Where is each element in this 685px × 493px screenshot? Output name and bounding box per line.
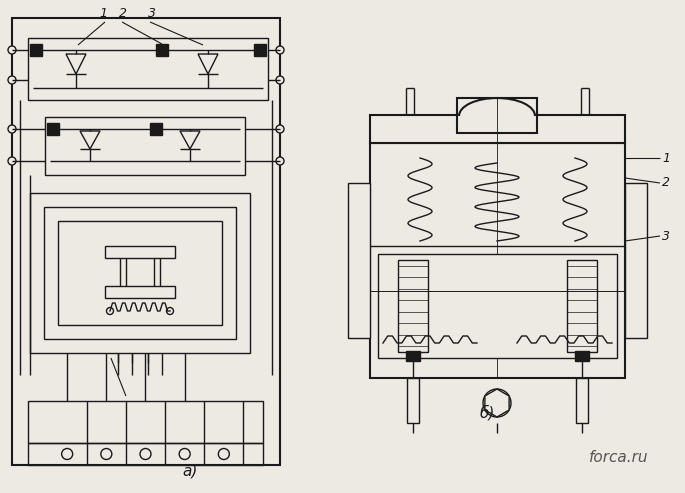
Bar	[576, 378, 588, 423]
Bar	[567, 260, 597, 352]
Bar	[575, 351, 589, 361]
Circle shape	[219, 449, 229, 459]
Circle shape	[62, 449, 73, 459]
Text: 1: 1	[99, 7, 107, 20]
Bar	[378, 254, 617, 358]
Bar	[370, 115, 625, 143]
Text: 2: 2	[662, 176, 670, 189]
Circle shape	[276, 46, 284, 54]
Text: 3: 3	[148, 7, 156, 20]
Circle shape	[106, 308, 114, 315]
Bar	[105, 246, 175, 258]
Circle shape	[276, 125, 284, 133]
Bar	[156, 44, 168, 56]
Bar	[625, 183, 647, 338]
Bar	[30, 193, 250, 353]
Bar	[47, 123, 59, 135]
Circle shape	[8, 125, 16, 133]
Circle shape	[276, 76, 284, 84]
Bar	[370, 143, 625, 378]
Bar	[28, 443, 263, 465]
Circle shape	[8, 76, 16, 84]
Bar	[348, 183, 370, 338]
Circle shape	[8, 157, 16, 165]
Bar	[45, 117, 245, 175]
Circle shape	[8, 46, 16, 54]
Circle shape	[166, 308, 173, 315]
Circle shape	[276, 157, 284, 165]
Bar	[457, 98, 537, 133]
Text: forca.ru: forca.ru	[588, 450, 648, 465]
Bar	[105, 286, 175, 298]
Text: б): б)	[479, 404, 495, 420]
Bar	[58, 221, 222, 325]
Bar	[398, 260, 428, 352]
Text: 2: 2	[119, 7, 127, 20]
Polygon shape	[485, 389, 509, 417]
Circle shape	[179, 449, 190, 459]
Text: а): а)	[182, 463, 198, 478]
Bar	[30, 44, 42, 56]
Bar	[406, 351, 420, 361]
Bar	[12, 18, 280, 465]
Bar	[44, 207, 236, 339]
Bar	[28, 38, 268, 100]
Circle shape	[101, 449, 112, 459]
Circle shape	[483, 389, 511, 417]
Bar	[254, 44, 266, 56]
Bar	[150, 123, 162, 135]
Bar	[28, 401, 263, 443]
Circle shape	[140, 449, 151, 459]
Bar	[407, 378, 419, 423]
Text: 1: 1	[662, 151, 670, 165]
Text: 3: 3	[662, 230, 670, 243]
